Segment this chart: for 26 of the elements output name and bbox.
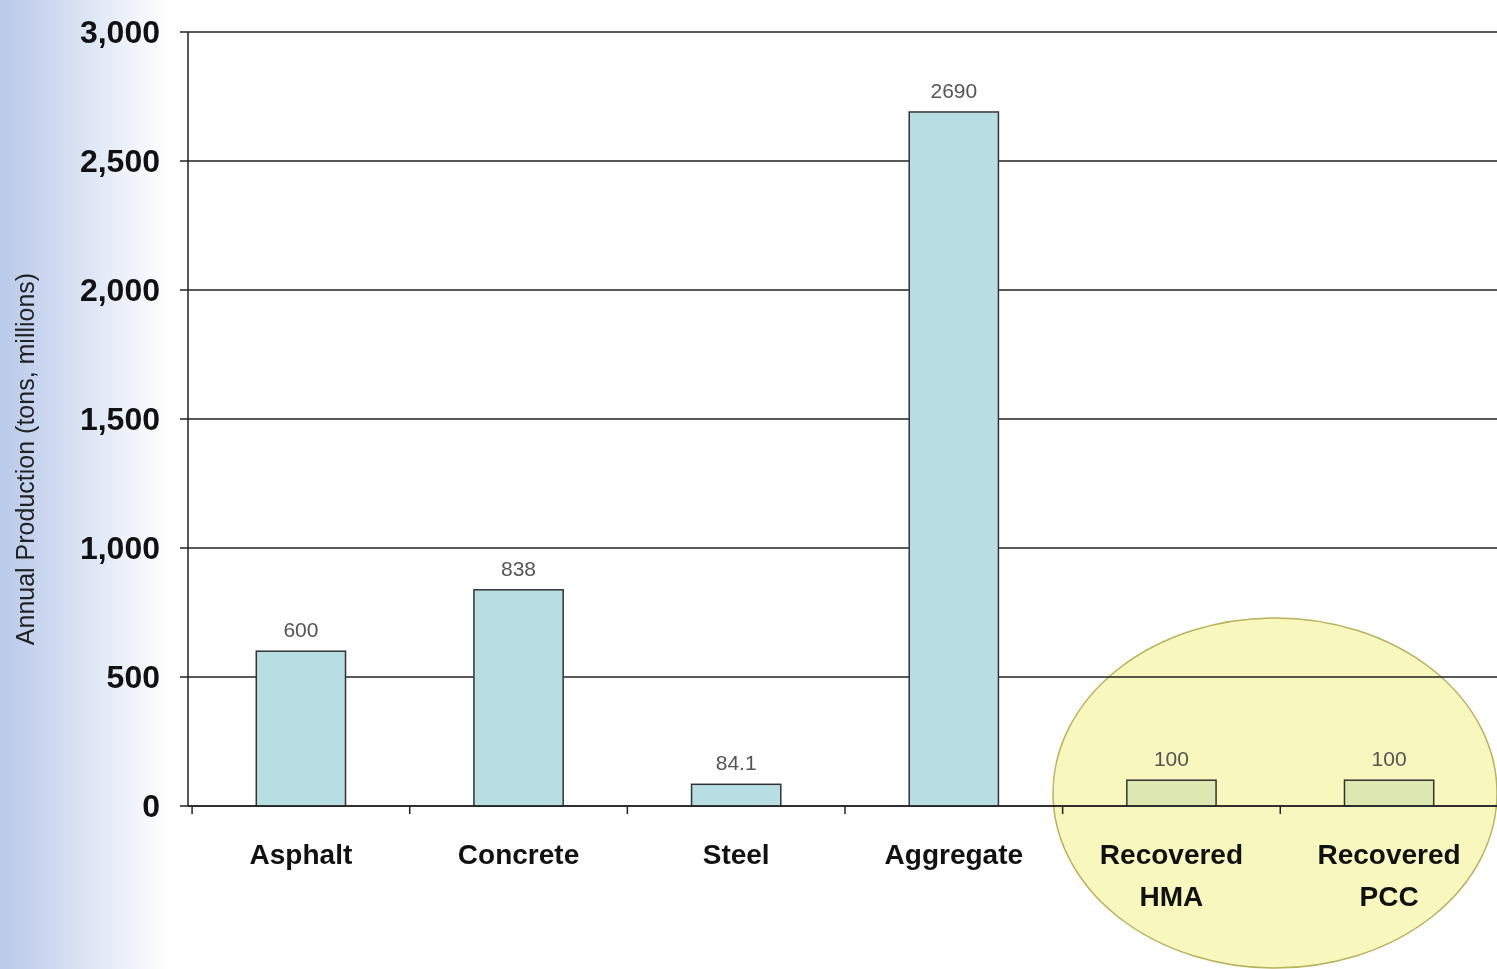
x-tick-label: Steel xyxy=(702,839,770,870)
data-label: 2690 xyxy=(930,78,978,102)
bar xyxy=(908,111,1000,807)
data-label: 600 xyxy=(283,618,319,642)
data-label: 100 xyxy=(1153,747,1189,771)
y-tick-label: 3,000 xyxy=(79,14,160,51)
data-label: 838 xyxy=(501,556,537,580)
bar xyxy=(690,783,782,807)
y-tick-label: 0 xyxy=(142,788,160,825)
data-label: 100 xyxy=(1371,747,1407,771)
x-tick-label: Recovered HMA xyxy=(1099,839,1244,912)
y-axis-title: Annual Production (tons, millions) xyxy=(11,272,39,646)
x-tick-label: Concrete xyxy=(457,839,580,870)
x-tick-label: Recovered PCC xyxy=(1317,839,1461,912)
data-label: 84.1 xyxy=(715,751,757,775)
x-tick-label: Asphalt xyxy=(249,839,353,870)
y-tick-label: 2,500 xyxy=(79,143,160,180)
bar xyxy=(1343,779,1435,807)
y-tick-label: 500 xyxy=(106,659,160,696)
bar xyxy=(473,589,564,807)
y-tick-label: 1,500 xyxy=(79,401,160,438)
y-tick-label: 1,000 xyxy=(79,530,160,567)
x-tick-label: Aggregate xyxy=(884,839,1024,870)
y-tick-label: 2,000 xyxy=(79,272,160,309)
bar xyxy=(1126,779,1217,807)
bar xyxy=(255,650,347,807)
